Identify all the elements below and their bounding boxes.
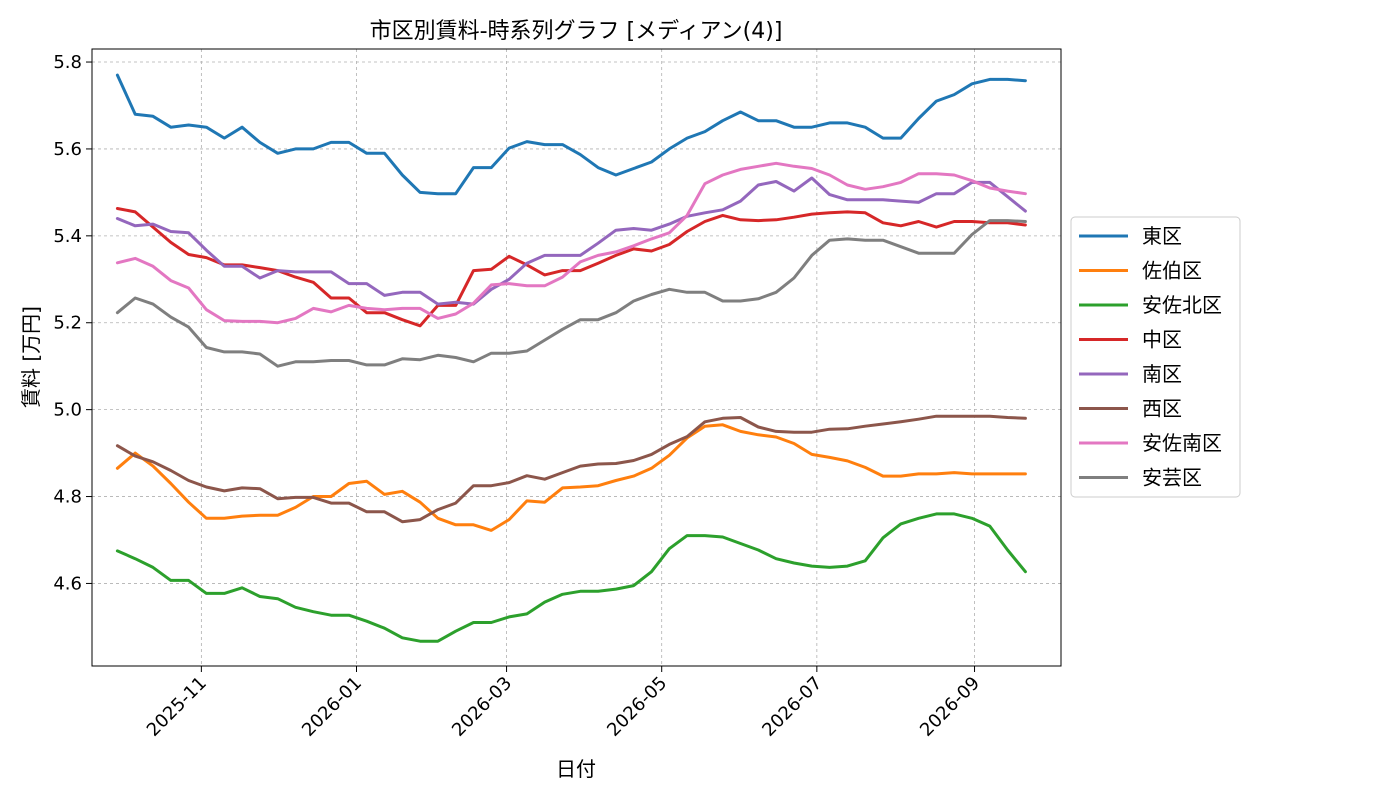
plot-area <box>91 48 1062 667</box>
x-tick-label: 2026-07 <box>758 673 826 741</box>
x-axis-label: 日付 <box>556 757 596 781</box>
legend-label: 東区 <box>1142 224 1182 248</box>
y-axis-label: 賃料 [万円] <box>19 306 43 408</box>
legend-label: 安芸区 <box>1142 466 1202 490</box>
series-line-5 <box>115 414 1027 524</box>
series-line-0 <box>115 73 1027 196</box>
legend-label: 佐伯区 <box>1142 259 1202 283</box>
legend-label: 安佐北区 <box>1142 293 1222 317</box>
series-line-3 <box>115 207 1027 328</box>
chart-title: 市区別賃料-時系列グラフ [メディアン(4)] <box>370 19 783 44</box>
y-tick-label: 5.8 <box>53 52 82 73</box>
y-tick-label: 4.6 <box>53 573 82 594</box>
legend-label: 西区 <box>1142 397 1182 421</box>
series-line-2 <box>115 512 1027 643</box>
legend-label: 中区 <box>1142 328 1182 352</box>
x-axis-ticks: 2025-11 2026-01 2026-03 2026-05 2026-07 2026-… <box>143 666 984 741</box>
x-tick-label: 2026-03 <box>448 673 516 741</box>
y-axis-ticks: 4.6 4.8 5.0 5.2 5.4 5.6 5.8 <box>53 52 92 594</box>
series-lines <box>115 73 1027 643</box>
y-tick-label: 5.4 <box>53 226 82 247</box>
series-line-7 <box>115 219 1027 368</box>
y-tick-label: 5.6 <box>53 139 82 160</box>
series-line-6 <box>115 161 1027 325</box>
grid <box>92 49 1061 666</box>
x-tick-label: 2026-09 <box>916 673 984 741</box>
x-tick-label: 2026-01 <box>298 673 366 741</box>
x-tick-label: 2026-05 <box>603 673 671 741</box>
y-tick-label: 5.0 <box>53 400 82 421</box>
x-tick-label: 2025-11 <box>143 673 211 741</box>
series-line-1 <box>115 423 1027 532</box>
legend-frame <box>1070 216 1241 498</box>
legend-label: 安佐南区 <box>1142 431 1222 455</box>
y-tick-label: 5.2 <box>53 313 82 334</box>
series-line-4 <box>115 176 1027 306</box>
legend-label: 南区 <box>1142 362 1182 386</box>
y-tick-label: 4.8 <box>53 487 82 508</box>
